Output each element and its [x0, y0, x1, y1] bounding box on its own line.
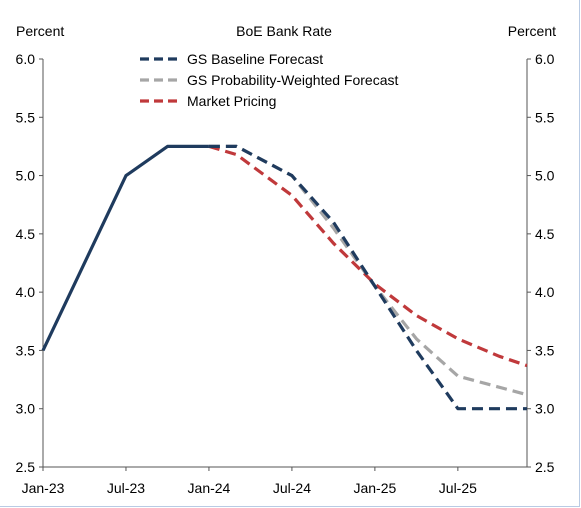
ticks: 2.5 2.5 3.0 3.0 3.5 3.5 4.0 4.0 4.5 4.5 5.0 5.0 5.5 5… [16, 51, 555, 496]
y-tick-label-left: 6.0 [16, 51, 36, 67]
y-tick-label-right: 4.0 [535, 284, 555, 300]
chart-title: BoE Bank Rate [236, 23, 332, 39]
x-tick-label: Jul-24 [273, 480, 311, 496]
y-tick-label-right: 3.0 [535, 401, 555, 417]
y-tick-label-left: 4.0 [16, 284, 36, 300]
y-tick-label-left: 5.0 [16, 168, 36, 184]
y-tick-label-right: 3.5 [535, 342, 555, 358]
series-lines [41, 144, 528, 411]
y-tick-label-left: 2.5 [16, 459, 36, 475]
series-line-market-pricing [208, 144, 528, 368]
x-tick-label: Jan-23 [22, 480, 65, 496]
axes [42, 59, 528, 468]
x-tick-label: Jan-25 [353, 480, 396, 496]
legend-label: Market Pricing [187, 93, 276, 109]
x-tick-label: Jul-25 [439, 480, 477, 496]
y-axis-label-left: Percent [16, 23, 64, 39]
y-tick-label-right: 6.0 [535, 51, 555, 67]
y-tick-label-right: 5.5 [535, 109, 555, 125]
y-axis-label-right: Percent [508, 23, 556, 39]
series-line-actual [41, 144, 209, 352]
series-line-gs-probability-weighted-forecast [208, 144, 528, 397]
legend-item: Market Pricing [140, 93, 276, 109]
legend-label: GS Probability-Weighted Forecast [187, 72, 398, 88]
series-line-gs-baseline-forecast [208, 144, 527, 411]
legend: GS Baseline Forecast GS Probability-Weigh… [140, 51, 398, 109]
y-tick-label-left: 3.5 [16, 342, 36, 358]
legend-item: GS Baseline Forecast [140, 51, 323, 67]
legend-item: GS Probability-Weighted Forecast [140, 72, 398, 88]
y-tick-label-right: 4.5 [535, 226, 555, 242]
y-tick-label-right: 2.5 [535, 459, 555, 475]
y-tick-label-left: 5.5 [16, 109, 36, 125]
y-tick-label-left: 4.5 [16, 226, 36, 242]
x-tick-label: Jul-23 [107, 480, 145, 496]
y-tick-label-right: 5.0 [535, 168, 555, 184]
x-tick-label: Jan-24 [188, 480, 231, 496]
legend-label: GS Baseline Forecast [187, 51, 323, 67]
y-tick-label-left: 3.0 [16, 401, 36, 417]
